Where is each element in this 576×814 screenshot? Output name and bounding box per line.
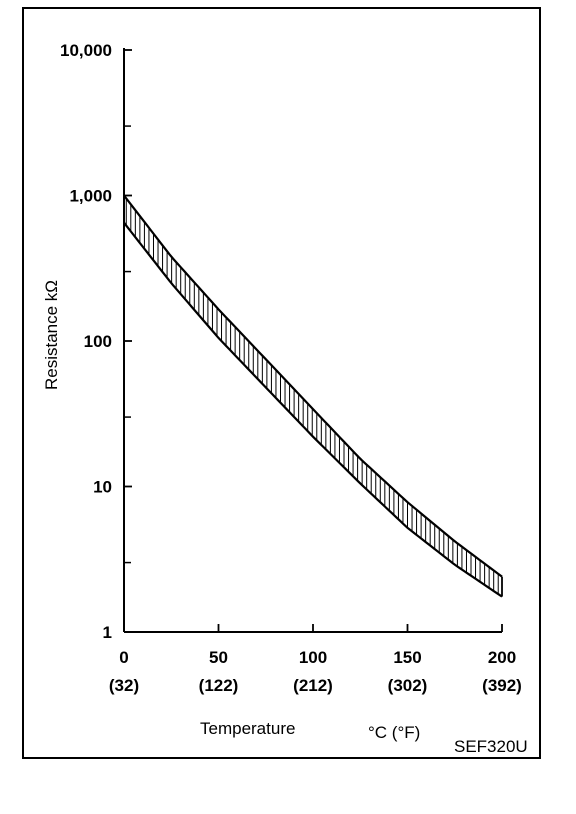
x-tick-label: 100 [299, 648, 327, 667]
lower-limit-curve [123, 222, 503, 598]
y-tick-label: 100 [84, 332, 112, 351]
resistance-band [123, 194, 503, 598]
y-tick-label: 10 [93, 478, 112, 497]
y-tick-label: 1 [103, 623, 112, 642]
x-axis-label: Temperature [200, 719, 295, 738]
y-tick-label: 10,000 [60, 41, 112, 60]
x-tick-sublabel: (32) [109, 676, 139, 695]
x-tick-label: 150 [393, 648, 421, 667]
x-tick-label: 200 [488, 648, 516, 667]
x-tick-sublabel: (122) [199, 676, 239, 695]
x-axis-unit: °C (°F) [368, 723, 420, 742]
x-tick-sublabel: (302) [388, 676, 428, 695]
x-ticks: 0 (32) 50 (122) 100 (212) 150 (302) 200 (392) [109, 624, 522, 695]
y-axis-label: Resistance kΩ [42, 280, 61, 390]
x-tick-label: 0 [119, 648, 128, 667]
x-tick-sublabel: (212) [293, 676, 333, 695]
figure-frame [22, 7, 541, 759]
axes [123, 48, 502, 633]
y-ticks: 1 10 100 1,000 10,000 [60, 41, 132, 642]
x-tick-sublabel: (392) [482, 676, 522, 695]
figure-code: SEF320U [454, 737, 528, 756]
upper-limit-curve [123, 194, 503, 578]
x-tick-label: 50 [209, 648, 228, 667]
y-tick-label: 1,000 [69, 187, 112, 206]
